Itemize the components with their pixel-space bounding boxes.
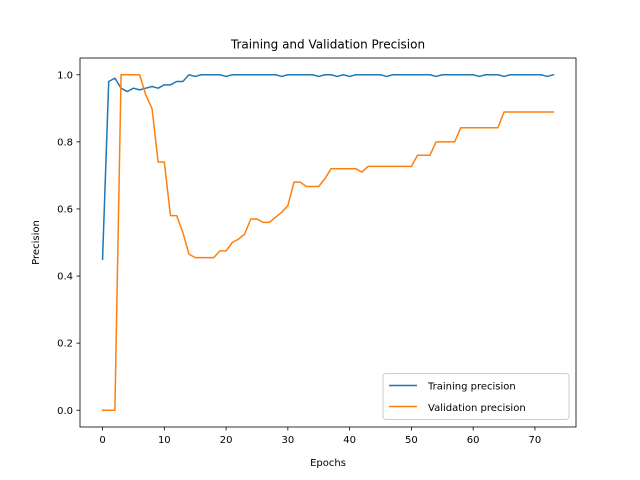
x-tick-label: 50 xyxy=(405,435,418,446)
x-tick-label: 60 xyxy=(467,435,480,446)
legend-box xyxy=(382,373,570,420)
x-tick-label: 40 xyxy=(343,435,356,446)
legend-label-training: Training precision xyxy=(427,382,516,393)
plot-area xyxy=(101,73,555,411)
y-tick-label: 0.6 xyxy=(57,205,73,216)
axes-frame xyxy=(79,57,577,428)
y-tick-label: 0.4 xyxy=(57,272,73,283)
training-precision-line xyxy=(101,73,555,261)
y-axis-label: Precision xyxy=(31,220,42,265)
x-tick-label: 30 xyxy=(281,435,294,446)
y-tick-label: 0.2 xyxy=(57,339,73,350)
x-tick-label: 0 xyxy=(99,435,105,446)
legend: Training precision Validation precision xyxy=(382,373,570,420)
x-axis: 0 10 20 30 40 50 60 70 xyxy=(99,427,541,446)
y-tick-label: 0.8 xyxy=(57,137,73,148)
x-tick-label: 70 xyxy=(529,435,542,446)
y-tick-label: 0.0 xyxy=(57,406,73,417)
x-tick-label: 20 xyxy=(220,435,233,446)
x-axis-label: Epochs xyxy=(310,458,346,469)
validation-precision-line xyxy=(101,74,555,411)
y-tick-label: 1.0 xyxy=(57,70,73,81)
x-tick-label: 10 xyxy=(158,435,171,446)
chart-title: Training and Validation Precision xyxy=(230,38,425,52)
legend-label-validation: Validation precision xyxy=(428,403,526,414)
y-axis: 0.0 0.2 0.4 0.6 0.8 1.0 xyxy=(57,70,80,417)
